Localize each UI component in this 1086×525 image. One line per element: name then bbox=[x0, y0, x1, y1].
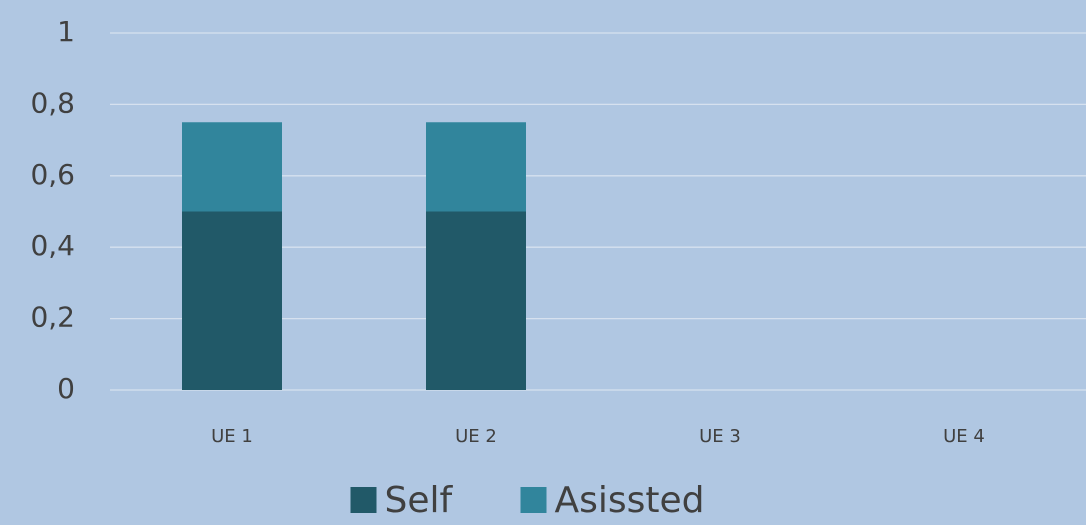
y-tick-label: 1 bbox=[57, 15, 75, 48]
legend-swatch bbox=[350, 487, 377, 513]
bar-segment bbox=[426, 211, 526, 390]
y-tick-label: 0 bbox=[57, 372, 75, 405]
y-tick-label: 0,8 bbox=[30, 86, 75, 119]
bar-segment bbox=[182, 122, 282, 212]
x-tick-label: UE 3 bbox=[699, 426, 741, 447]
legend-label: Asissted bbox=[555, 480, 705, 521]
y-tick-label: 0,2 bbox=[30, 301, 75, 334]
legend-swatch bbox=[520, 487, 547, 513]
bar-segment bbox=[426, 122, 526, 212]
legend-label: Self bbox=[385, 480, 454, 521]
y-tick-label: 0,6 bbox=[30, 158, 75, 191]
x-tick-label: UE 4 bbox=[943, 426, 985, 447]
x-tick-label: UE 1 bbox=[211, 426, 253, 447]
x-tick-label: UE 2 bbox=[455, 426, 497, 447]
bar-segment bbox=[182, 211, 282, 390]
y-tick-label: 0,4 bbox=[30, 229, 75, 262]
